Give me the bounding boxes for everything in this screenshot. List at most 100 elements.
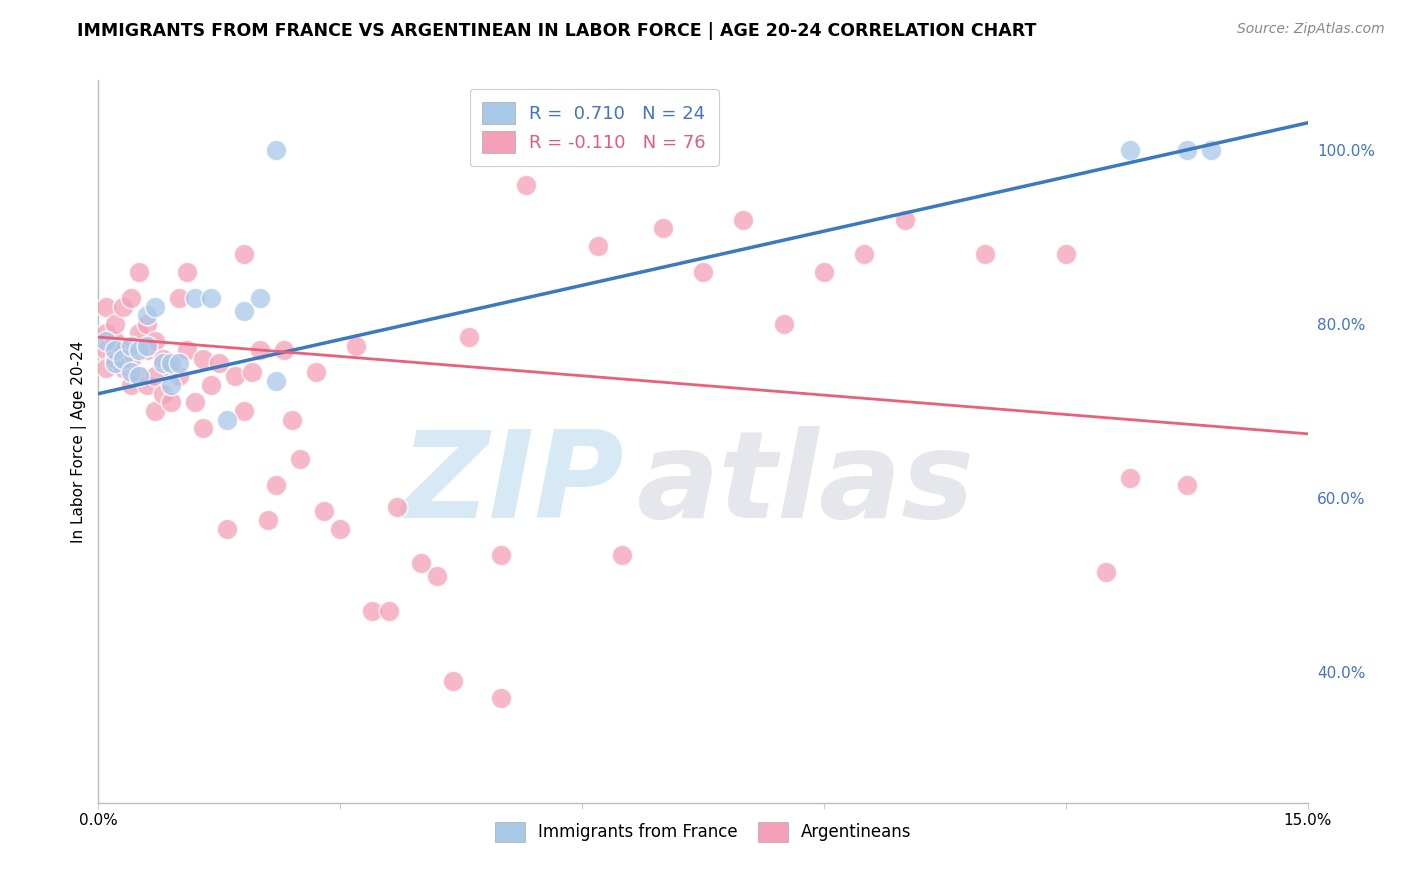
Point bbox=[128, 369, 150, 384]
Point bbox=[217, 522, 239, 536]
Y-axis label: In Labor Force | Age 20-24: In Labor Force | Age 20-24 bbox=[72, 341, 87, 542]
Point bbox=[103, 343, 125, 358]
Point bbox=[111, 351, 134, 366]
Point bbox=[853, 247, 876, 261]
Point bbox=[193, 351, 215, 366]
Point bbox=[232, 247, 254, 261]
Point bbox=[143, 300, 166, 314]
Point bbox=[586, 143, 609, 157]
Point bbox=[120, 291, 142, 305]
Point bbox=[96, 360, 118, 375]
Point bbox=[344, 339, 367, 353]
Point bbox=[692, 265, 714, 279]
Point bbox=[491, 691, 513, 706]
Point bbox=[240, 365, 263, 379]
Point bbox=[813, 265, 835, 279]
Point bbox=[120, 351, 142, 366]
Point bbox=[1095, 565, 1118, 579]
Point bbox=[167, 369, 190, 384]
Point bbox=[143, 404, 166, 418]
Point bbox=[152, 386, 174, 401]
Text: Source: ZipAtlas.com: Source: ZipAtlas.com bbox=[1237, 22, 1385, 37]
Point bbox=[160, 360, 183, 375]
Point bbox=[224, 369, 246, 384]
Point bbox=[264, 143, 287, 157]
Point bbox=[135, 308, 157, 322]
Point bbox=[103, 317, 125, 331]
Point bbox=[974, 247, 997, 261]
Point bbox=[651, 221, 673, 235]
Point bbox=[458, 330, 481, 344]
Point bbox=[96, 343, 118, 358]
Point bbox=[200, 291, 222, 305]
Point bbox=[264, 374, 287, 388]
Point bbox=[103, 351, 125, 366]
Point bbox=[893, 212, 915, 227]
Point bbox=[273, 343, 295, 358]
Point bbox=[143, 334, 166, 349]
Point bbox=[208, 356, 231, 370]
Point bbox=[152, 351, 174, 366]
Point bbox=[232, 404, 254, 418]
Point bbox=[305, 365, 328, 379]
Point bbox=[586, 238, 609, 252]
Point bbox=[1119, 143, 1142, 157]
Point bbox=[111, 343, 134, 358]
Point bbox=[377, 604, 399, 618]
Point bbox=[128, 369, 150, 384]
Point bbox=[193, 421, 215, 435]
Point bbox=[426, 569, 449, 583]
Point bbox=[111, 300, 134, 314]
Point bbox=[217, 413, 239, 427]
Point bbox=[256, 513, 278, 527]
Point bbox=[409, 557, 432, 571]
Point bbox=[160, 395, 183, 409]
Point bbox=[385, 500, 408, 514]
Point bbox=[152, 356, 174, 370]
Point bbox=[1175, 143, 1198, 157]
Point bbox=[1119, 471, 1142, 485]
Point bbox=[143, 369, 166, 384]
Point bbox=[1199, 143, 1222, 157]
Point bbox=[128, 326, 150, 340]
Point bbox=[249, 291, 271, 305]
Point bbox=[232, 304, 254, 318]
Point bbox=[329, 522, 352, 536]
Point bbox=[361, 604, 384, 618]
Point bbox=[167, 356, 190, 370]
Point bbox=[184, 291, 207, 305]
Point bbox=[281, 413, 304, 427]
Point bbox=[314, 504, 336, 518]
Point bbox=[167, 291, 190, 305]
Point bbox=[135, 317, 157, 331]
Point bbox=[249, 343, 271, 358]
Point bbox=[160, 378, 183, 392]
Point bbox=[264, 478, 287, 492]
Point bbox=[96, 300, 118, 314]
Point bbox=[1175, 478, 1198, 492]
Text: ZIP: ZIP bbox=[401, 426, 624, 543]
Text: IMMIGRANTS FROM FRANCE VS ARGENTINEAN IN LABOR FORCE | AGE 20-24 CORRELATION CHA: IMMIGRANTS FROM FRANCE VS ARGENTINEAN IN… bbox=[77, 22, 1036, 40]
Point bbox=[176, 343, 198, 358]
Point bbox=[135, 378, 157, 392]
Point bbox=[184, 395, 207, 409]
Point bbox=[612, 548, 634, 562]
Point bbox=[288, 452, 311, 467]
Point bbox=[96, 326, 118, 340]
Point bbox=[1054, 247, 1077, 261]
Point bbox=[103, 334, 125, 349]
Point bbox=[491, 548, 513, 562]
Point bbox=[515, 178, 537, 192]
Point bbox=[135, 339, 157, 353]
Point bbox=[160, 356, 183, 370]
Point bbox=[176, 265, 198, 279]
Point bbox=[111, 360, 134, 375]
Text: atlas: atlas bbox=[637, 426, 974, 543]
Point bbox=[96, 334, 118, 349]
Point bbox=[733, 212, 755, 227]
Point bbox=[120, 365, 142, 379]
Point bbox=[120, 339, 142, 353]
Point bbox=[120, 378, 142, 392]
Point bbox=[128, 343, 150, 358]
Point bbox=[135, 343, 157, 358]
